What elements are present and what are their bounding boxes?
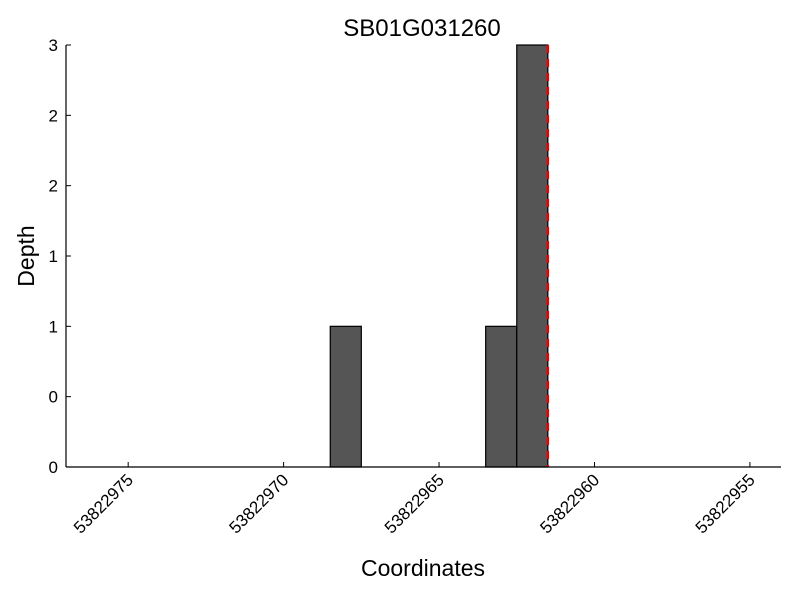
y-tick-label-1: 0 — [49, 388, 58, 407]
y-tick-label-5: 2 — [49, 106, 58, 125]
y-tick-label-6: 3 — [49, 36, 58, 55]
y-axis-title: Depth — [13, 225, 39, 286]
bar-2 — [516, 44, 549, 468]
bar-1 — [485, 325, 518, 468]
x-tick-label-4: 53822955 — [692, 470, 759, 537]
x-tick-label-1: 53822970 — [226, 470, 293, 537]
x-tick-label-2: 53822965 — [381, 470, 448, 537]
x-axis-title: Coordinates — [361, 555, 485, 581]
y-tick-label-2: 1 — [49, 317, 58, 336]
y-tick-label-4: 2 — [49, 177, 58, 196]
bar-0 — [329, 325, 362, 468]
y-tick-label-0: 0 — [49, 458, 58, 477]
x-tick-label-3: 53822960 — [536, 470, 603, 537]
x-tick-label-0: 53822975 — [70, 470, 137, 537]
y-tick-label-3: 1 — [49, 247, 58, 266]
chart-title: SB01G031260 — [343, 15, 500, 42]
